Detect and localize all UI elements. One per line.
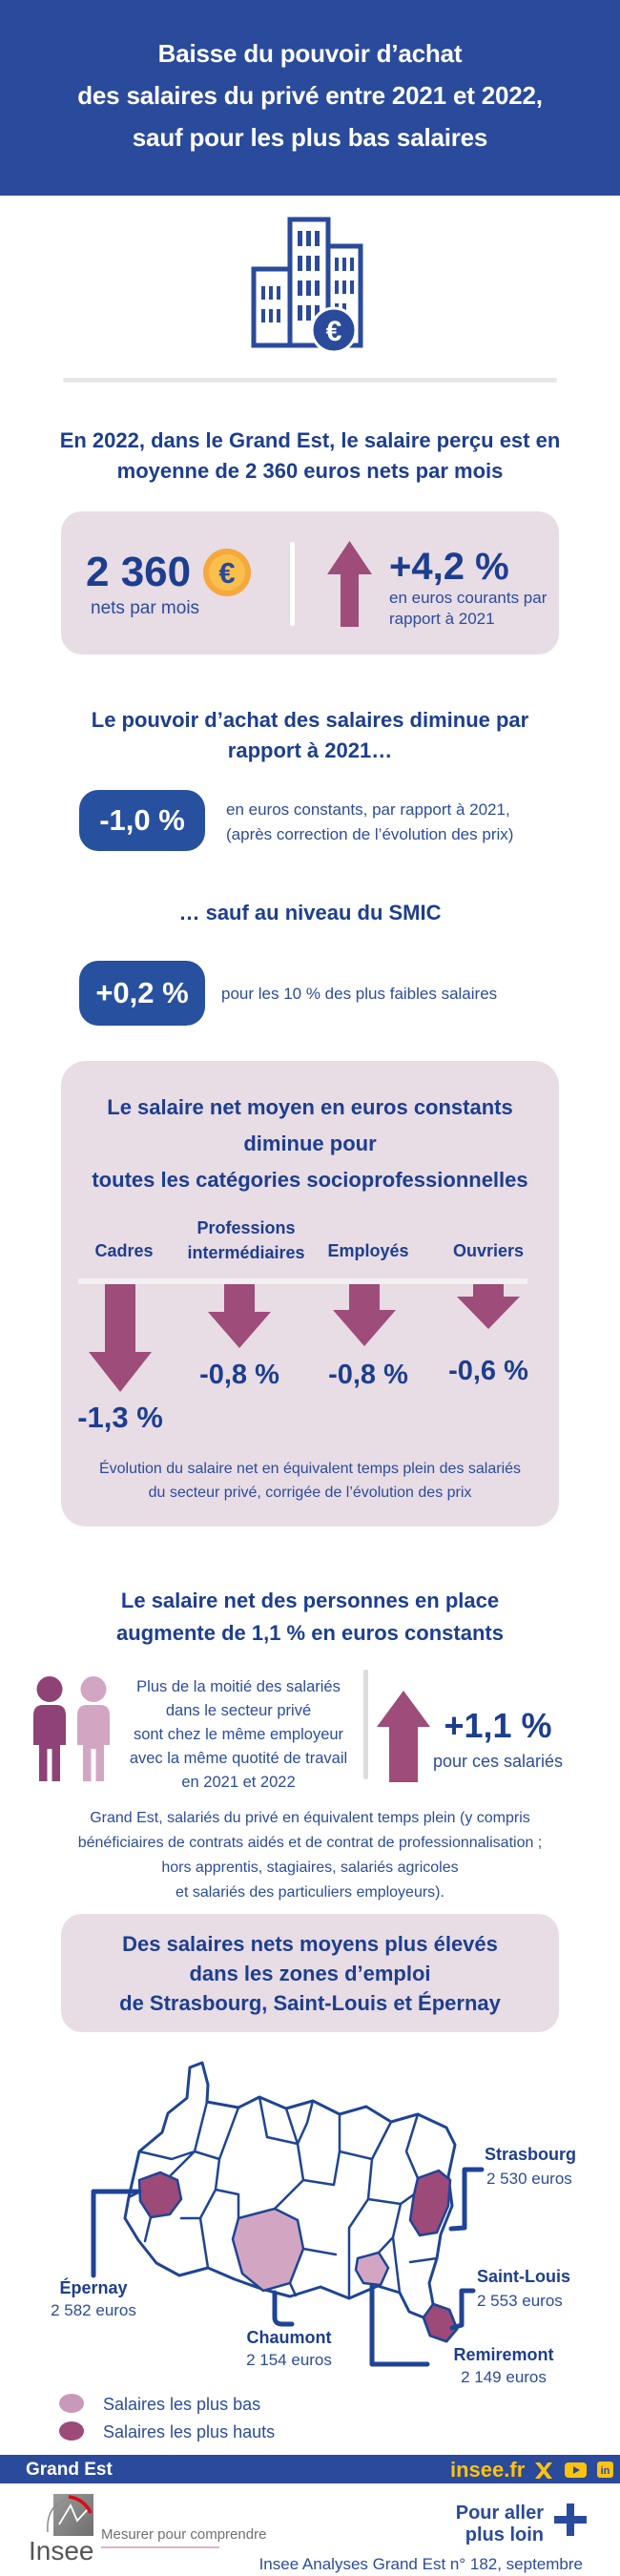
arrow-down-icon-ouvriers (457, 1284, 520, 1329)
csp-value-cadres: -1,3 % (77, 1401, 163, 1434)
inplace-heading: Le salaire net des personnes en place au… (116, 1589, 504, 1645)
zone-saint-louis (422, 2302, 459, 2343)
salary-delta-label: en euros courants par rapport à 2021 (389, 589, 548, 628)
map-value-strasbourg: 2 530 euros (486, 2170, 572, 2188)
arrow-down-icon-employes (333, 1284, 396, 1346)
csp-label-employes: Employés (327, 1241, 409, 1260)
insee-slogan: Mesurer pour comprendre (101, 2526, 267, 2543)
section-divider (63, 378, 557, 383)
linkedin-icon[interactable]: in (597, 2462, 613, 2478)
zone-borders (127, 2095, 439, 2300)
inplace-delta-label: pour ces salariés (432, 1752, 564, 1771)
map-panel-title (61, 1914, 559, 2032)
connector-remiremont (369, 2283, 430, 2367)
map-label-chaumont: Chaumont (246, 2328, 332, 2347)
map-label-strasbourg: Strasbourg (485, 2145, 577, 2164)
salary-panel (61, 511, 559, 654)
smic-subheading: … sauf au niveau du SMIC (178, 901, 442, 924)
legend-dot-high (59, 2421, 84, 2441)
insee-fr-link[interactable]: insee.fr (450, 2458, 526, 2482)
csp-label-cadres: Cadres (94, 1241, 154, 1260)
csp-label-ouvriers: Ouvriers (452, 1241, 525, 1260)
legend-dot-low (59, 2394, 84, 2413)
panel-divider (363, 1670, 368, 1779)
page-title-line: Baisse du pouvoir d’achat (157, 39, 463, 68)
page-title-line: sauf pour les plus bas salaires (132, 123, 488, 152)
map-label-remiremont-block: Remiremont 2 149 euros (427, 2345, 580, 2387)
csp-value-ouvriers: -0,6 % (448, 1356, 528, 1386)
decline-badge: -1,0 % (79, 790, 205, 851)
csp-title: Le salaire net moyen en euros constants … (92, 1095, 528, 1192)
map-value-remiremont: 2 149 euros (461, 2368, 547, 2386)
map-title: Des salaires nets moyens plus élevés dan… (119, 1932, 501, 2015)
slogan-underline (101, 2546, 219, 2548)
connector-strasbourg (448, 2167, 485, 2232)
legend-label-high: Salaires les plus hauts (103, 2422, 276, 2441)
zone-epernay (137, 2171, 183, 2219)
csp-value-employes: -0,8 % (328, 1360, 408, 1390)
arrow-down-icon-cadres (89, 1284, 152, 1392)
csp-note: Évolution du salaire net en équivalent t… (98, 1461, 522, 1501)
zone-chaumont (231, 2207, 305, 2293)
map-label-epernay-block: Épernay 2 582 euros (27, 2278, 160, 2320)
header-banner (0, 0, 620, 196)
map-label-saint-louis: Saint-Louis (477, 2267, 570, 2286)
plus-icon[interactable] (554, 2503, 587, 2536)
power-heading: Le pouvoir d’achat des salaires diminue … (91, 708, 529, 762)
inplace-note: Grand Est, salariés du privé en équivale… (77, 1810, 543, 1901)
zone-strasbourg (408, 2169, 452, 2237)
connector-epernay (91, 2189, 142, 2278)
inplace-delta-block: +1,1 % pour ces salariés (431, 1706, 565, 1772)
map-label-epernay: Épernay (59, 2278, 128, 2297)
map-label-remiremont: Remiremont (453, 2345, 554, 2364)
smic-badge: +0,2 % (79, 961, 205, 1026)
buildings-euro-icon: € (246, 212, 376, 355)
more-link[interactable]: Pour aller plus loin (455, 2503, 544, 2545)
inplace-delta: +1,1 % (444, 1706, 552, 1745)
two-persons-icon (29, 1676, 116, 1783)
smic-badge-text: pour les 10 % des plus faibles salaires (221, 985, 498, 1003)
zone-remiremont (354, 2251, 390, 2287)
x-icon[interactable] (535, 2462, 552, 2479)
svg-text:in: in (601, 2465, 610, 2477)
youtube-icon[interactable] (565, 2462, 587, 2478)
csp-label-professions-intermediaires: Professions intermédiaires (187, 1218, 305, 1262)
map-value-saint-louis: 2 553 euros (477, 2292, 563, 2310)
legend-label-low: Salaires les plus bas (103, 2395, 261, 2414)
arrow-down-icon-professions (208, 1284, 271, 1348)
map-value-epernay: 2 582 euros (51, 2301, 136, 2319)
insee-logo (46, 2494, 93, 2540)
salary-amount: 2 360 (86, 549, 192, 595)
arrow-up-icon (327, 541, 372, 627)
arrow-up-icon (377, 1691, 430, 1782)
salary-heading: En 2022, dans le Grand Est, le salaire p… (59, 428, 561, 483)
svg-text:€: € (326, 316, 342, 347)
map-label-chaumont-block: Chaumont 2 154 euros (219, 2328, 359, 2370)
decline-badge-text: en euros constants, par rapport à 2021, … (226, 800, 514, 843)
euro-coin-icon (310, 306, 358, 354)
csp-baseline (78, 1278, 527, 1284)
salary-delta: +4,2 % (389, 546, 509, 588)
salary-amount-label: nets par mois (91, 598, 200, 618)
svg-text:€: € (218, 556, 235, 590)
map-value-chaumont: 2 154 euros (246, 2351, 332, 2369)
page-title: Baisse du pouvoir d’achat des salaires d… (0, 32, 620, 158)
publication-reference: Insee Analyses Grand Est n° 182, septemb… (258, 2555, 583, 2576)
page-title-line: des salaires du privé entre 2021 et 2022… (77, 81, 543, 110)
euro-coin-icon: € (202, 548, 252, 597)
footer-bar (0, 2455, 620, 2483)
connector-chaumont (272, 2290, 295, 2327)
connector-saint-louis (449, 2288, 476, 2331)
inplace-text: Plus de la moitié des salariés dans le s… (129, 1678, 348, 1791)
panel-divider (290, 542, 295, 626)
insee-logo-text: Insee (29, 2536, 94, 2566)
footer-region: Grand Est (26, 2460, 113, 2480)
employment-zones-map (0, 2037, 620, 2447)
csp-value-professions: -0,8 % (199, 1360, 279, 1390)
